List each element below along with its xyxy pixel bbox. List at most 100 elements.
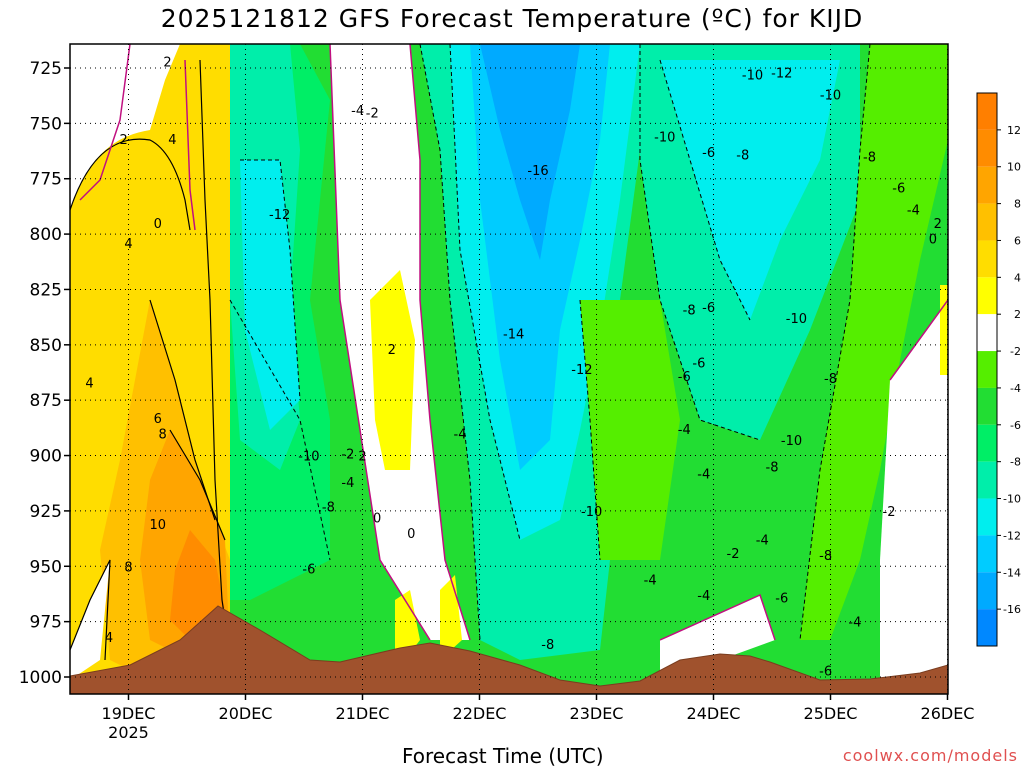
contour-zero-f: [659, 593, 776, 641]
contour-label: -10: [298, 450, 319, 465]
x-tick-label: 23DEC: [570, 704, 624, 723]
colorbar-swatch: [977, 387, 997, 425]
contour-label: -2: [727, 547, 740, 562]
contour-label: -8: [819, 549, 832, 564]
contour-label: 6: [154, 412, 162, 427]
fill-cold-4a: [580, 300, 680, 560]
contour-label: -16: [527, 164, 548, 179]
colorbar-swatch: [977, 166, 997, 204]
contour-label: 2: [388, 343, 396, 358]
colorbar-tick-label: 10: [1007, 161, 1021, 174]
contour-label: -2: [341, 447, 354, 462]
contour-label: -6: [819, 664, 832, 679]
contour-label: 0: [407, 527, 415, 542]
y-tick-label: 775: [30, 170, 62, 190]
y-tick-label: 1000: [19, 668, 62, 688]
contour-label: -8: [322, 500, 335, 515]
colorbar-tick-label: -14: [1003, 566, 1021, 579]
contour-label: -10: [654, 131, 675, 146]
colorbar-swatch: [977, 314, 997, 352]
colorbar-tick-label: -16: [1003, 603, 1021, 616]
x-year-label: 2025: [108, 723, 149, 742]
contour-label: -4: [907, 204, 920, 219]
contour-label: -2: [883, 505, 896, 520]
colorbar-tick-label: -10: [1003, 493, 1021, 506]
colorbar-swatch: [977, 572, 997, 610]
contour-label: -8: [736, 148, 749, 163]
contour-label: -10: [820, 89, 841, 104]
colorbar-tick-label: 4: [1014, 271, 1021, 284]
y-tick-label: 825: [30, 280, 62, 300]
contour-solid-a: [199, 59, 229, 641]
contour-label: -8: [541, 638, 554, 653]
colorbar-tick-label: -8: [1010, 456, 1021, 469]
contour-label: -6: [702, 146, 715, 161]
x-axis-label: Forecast Time (UTC): [402, 744, 604, 768]
y-tick-label: 975: [30, 613, 62, 633]
contour-label: -4: [848, 616, 861, 631]
colorbar-swatch: [977, 351, 997, 388]
colorbar-swatch: [977, 609, 997, 646]
colorbar-swatch: [977, 498, 997, 536]
y-tick-label: 725: [30, 59, 62, 79]
contour-dash-g: [659, 59, 751, 321]
colorbar-tick-label: -2: [1010, 345, 1021, 358]
x-tick-label: 19DEC: [102, 704, 156, 723]
colorbar-tick-label: 2: [1014, 308, 1021, 321]
fill-cold-white-low: [660, 595, 775, 670]
x-tick-label: 26DEC: [921, 704, 975, 723]
contour-zero-a: [79, 44, 131, 201]
contour-label: 2: [934, 217, 942, 232]
fill-cold-yellow-a: [370, 270, 415, 470]
contour-label: -4: [756, 534, 769, 549]
contour-dash-c: [419, 44, 481, 641]
contour-label: -6: [892, 182, 905, 197]
contour-solid-b: [70, 138, 191, 231]
contour-label: -6: [302, 562, 315, 577]
y-tick-label: 925: [30, 502, 62, 522]
plot-frame: [69, 43, 949, 695]
contour-label: -4: [697, 589, 710, 604]
contour-zero-c: [329, 44, 431, 641]
contour-zero-d: [409, 44, 471, 641]
contour-label: -8: [824, 372, 837, 387]
contour-label: -12: [571, 363, 592, 378]
contour-label: -4: [697, 467, 710, 482]
contour-label: -4: [644, 574, 657, 589]
contour-label: -4: [341, 476, 354, 491]
fill-cold-16: [480, 44, 580, 260]
colorbar-swatch: [977, 129, 997, 167]
y-tick-label: 950: [30, 557, 62, 577]
contour-label: -4: [351, 104, 364, 119]
colorbar-swatch: [977, 240, 997, 278]
credit-text: coolwx.com/models: [842, 746, 1018, 765]
x-tick-label: 21DEC: [336, 704, 390, 723]
contour-label: -10: [742, 69, 763, 84]
fill-warm-white-low: [70, 560, 110, 680]
contour-label: -8: [683, 303, 696, 318]
contour-label: 2: [119, 133, 127, 148]
contour-dash-a: [240, 159, 301, 401]
y-tick-label: 875: [30, 391, 62, 411]
contour-label: -14: [503, 328, 524, 343]
contour-label: -4: [454, 427, 467, 442]
contour-label: -10: [786, 312, 807, 327]
contour-label: -6: [702, 301, 715, 316]
y-tick-label: 750: [30, 114, 62, 134]
contour-label: 2: [163, 55, 171, 70]
contour-dash-f: [579, 299, 601, 561]
contour-zero-e: [889, 299, 948, 381]
fill-cold-12a: [240, 160, 300, 430]
contour-label: 0: [373, 512, 381, 527]
colorbar-frame: [976, 92, 998, 647]
x-tick-label: 25DEC: [804, 704, 858, 723]
fill-cold-white-right: [880, 300, 948, 694]
contour-label: -6: [692, 357, 705, 372]
fill-cold-yellow-b: [395, 590, 420, 660]
colorbar-swatch: [977, 93, 997, 130]
contour-dash-h: [799, 44, 871, 641]
contour-label: -2: [366, 106, 379, 121]
contour-label: -4: [678, 423, 691, 438]
contour-label: -6: [678, 370, 691, 385]
